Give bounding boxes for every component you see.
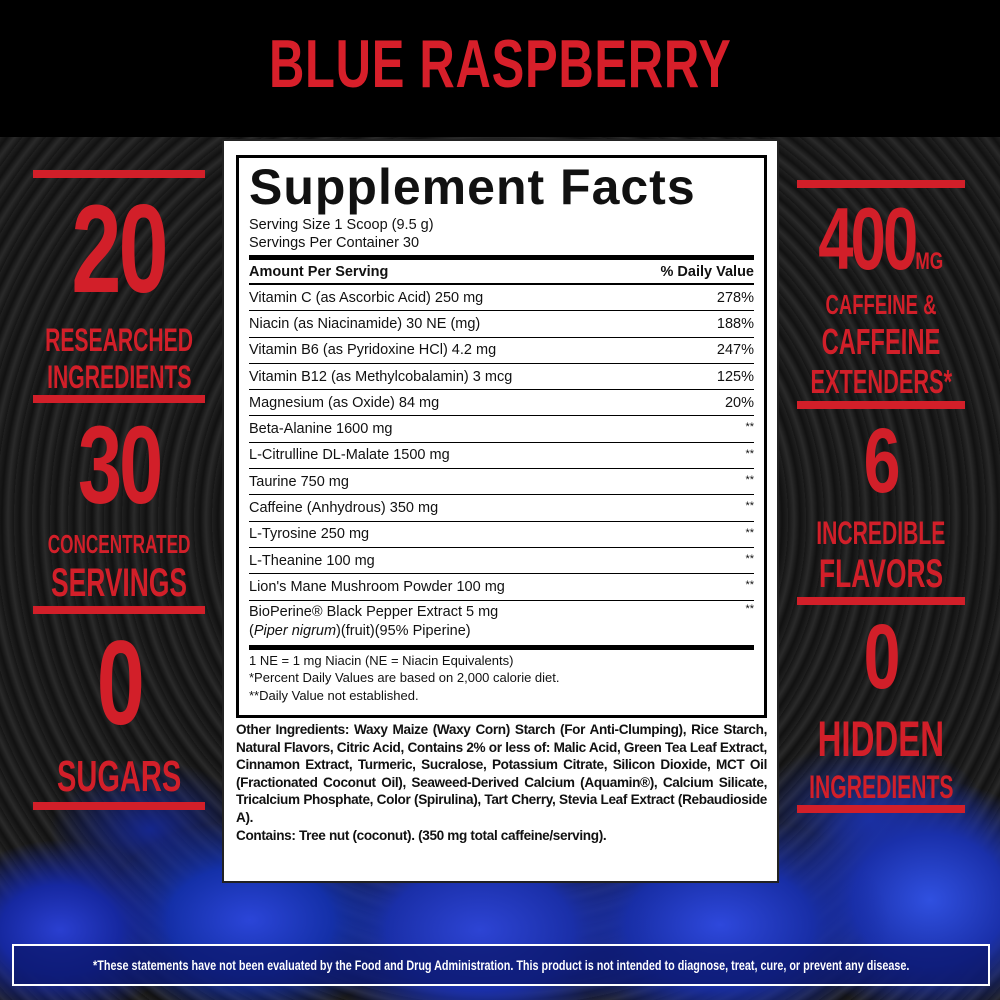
footnote: **Daily Value not established. (249, 687, 419, 703)
facts-row: Niacin (as Niacinamide) 30 NE (mg) 188% (249, 311, 754, 338)
facts-row: Beta-Alanine 1600 mg ** (249, 416, 754, 443)
other-ingredients-text: Other Ingredients: Waxy Maize (Waxy Corn… (236, 722, 767, 825)
daily-value: ** (745, 474, 754, 487)
stat-number: 30 (77, 404, 163, 528)
supplement-label: Supplement Facts Serving Size 1 Scoop (9… (222, 139, 779, 883)
daily-value: 188% (716, 315, 754, 332)
footnote: *Percent Daily Values are based on 2,000… (249, 670, 560, 686)
latin-name: Piper nigrum (253, 622, 337, 639)
stat-label: INGREDIENTS (46, 358, 192, 395)
amount-header: Amount Per Serving (249, 263, 389, 280)
stat-number: 0 (96, 615, 144, 750)
ingredient-name: L-Theanine 100 mg (249, 552, 375, 569)
ingredient-name: Lion's Mane Mushroom Powder 100 mg (249, 578, 505, 595)
ingredient-name: BioPerine® Black Pepper Extract 5 mg (249, 603, 499, 620)
ingredient-name: L-Tyrosine 250 mg (249, 526, 370, 543)
stat-number: 400MG (818, 189, 944, 288)
divider-bar (33, 802, 205, 811)
divider-bar (33, 395, 205, 404)
facts-row: L-Theanine 100 mg ** (249, 548, 754, 575)
fda-disclaimer-text: *These statements have not been evaluate… (92, 957, 910, 973)
ingredient-name: Magnesium (as Oxide) 84 mg (249, 394, 440, 411)
stat-label: FLAVORS (818, 552, 944, 597)
facts-row: L-Citrulline DL-Malate 1500 mg ** (249, 443, 754, 470)
facts-row: L-Tyrosine 250 mg ** (249, 522, 754, 548)
daily-value: ** (745, 526, 754, 539)
divider-bar (33, 605, 205, 614)
stat-label: INCREDIBLE (816, 514, 946, 551)
divider-bar (797, 597, 965, 606)
daily-value: ** (745, 500, 754, 513)
ingredient-detail: (Piper nigrum)(fruit)(95% Piperine) (249, 622, 471, 639)
ingredient-name: Beta-Alanine 1600 mg (249, 421, 393, 438)
stat-label: SUGARS (56, 751, 182, 801)
facts-title: Supplement Facts (249, 159, 696, 215)
footnote: 1 NE = 1 mg Niacin (NE = Niacin Equivale… (249, 652, 514, 668)
divider-bar (797, 805, 965, 814)
stat-label: CONCENTRATED (47, 528, 191, 559)
stat-label: RESEARCHED (45, 321, 193, 358)
stat-label: EXTENDERS* (810, 362, 952, 400)
ingredient-name: Vitamin B12 (as Methylcobalamin) 3 mcg (249, 368, 513, 385)
stat-number: 0 (864, 606, 901, 709)
facts-row: Taurine 750 mg ** (249, 469, 754, 496)
stat-number: 6 (864, 409, 901, 512)
daily-value: ** (745, 447, 754, 460)
daily-value: ** (745, 602, 754, 615)
ingredient-name: Caffeine (Anhydrous) 350 mg (249, 500, 439, 517)
stat-label: CAFFEINE & (825, 289, 937, 321)
facts-row: Caffeine (Anhydrous) 350 mg ** (249, 495, 754, 522)
stat-label: INGREDIENTS (808, 768, 954, 805)
top-banner (0, 0, 1000, 137)
fda-disclaimer: *These statements have not been evaluate… (12, 944, 990, 986)
divider-bar (797, 400, 965, 409)
ingredient-detail-text: (fruit)(95% Piperine) (340, 622, 471, 639)
ingredient-name: Taurine 750 mg (249, 473, 349, 490)
flavor-heading-text: BLUE RASPBERRY (268, 26, 732, 102)
facts-row: Magnesium (as Oxide) 84 mg 20% (249, 390, 754, 417)
facts-header-row: Amount Per Serving % Daily Value (249, 260, 754, 285)
serving-size: Serving Size 1 Scoop (9.5 g) (249, 217, 434, 233)
allergen-statement: Contains: Tree nut (coconut). (350 mg to… (236, 827, 607, 843)
flavor-heading: BLUE RASPBERRY (0, 30, 1000, 98)
daily-value: 247% (716, 342, 754, 359)
facts-row-bioperine: BioPerine® Black Pepper Extract 5 mg (Pi… (249, 601, 754, 643)
footnotes: 1 NE = 1 mg Niacin (NE = Niacin Equivale… (249, 652, 754, 705)
daily-value: 125% (716, 368, 754, 385)
divider-bar (797, 180, 965, 188)
stat-number: 20 (71, 180, 169, 319)
daily-value: ** (745, 552, 754, 565)
facts-row: Vitamin C (as Ascorbic Acid) 250 mg 278% (249, 285, 754, 312)
facts-row: Vitamin B6 (as Pyridoxine HCl) 4.2 mg 247… (249, 338, 754, 364)
ingredient-name: L-Citrulline DL-Malate 1500 mg (249, 447, 450, 464)
ingredient-name: Niacin (as Niacinamide) 30 NE (mg) (249, 315, 481, 332)
stat-label: SERVINGS (51, 560, 187, 605)
supplement-facts-panel: Supplement Facts Serving Size 1 Scoop (9… (236, 155, 767, 718)
thick-rule (249, 255, 754, 260)
daily-value: ** (745, 421, 754, 434)
daily-value-header: % Daily Value (660, 263, 755, 280)
stat-unit: MG (915, 248, 944, 275)
servings-per-container: Servings Per Container 30 (249, 235, 420, 251)
facts-row: Lion's Mane Mushroom Powder 100 mg ** (249, 574, 754, 601)
other-ingredients: Other Ingredients: Waxy Maize (Waxy Corn… (236, 721, 767, 844)
ingredient-name: Vitamin B6 (as Pyridoxine HCl) 4.2 mg (249, 342, 497, 359)
divider-bar (33, 170, 205, 178)
daily-value: ** (745, 579, 754, 592)
facts-row: Vitamin B12 (as Methylcobalamin) 3 mcg 12… (249, 364, 754, 391)
stat-label: CAFFEINE (821, 321, 941, 363)
thick-rule (249, 644, 754, 650)
stat-label: HIDDEN (817, 711, 945, 768)
left-stats: 20 RESEARCHED INGREDIENTS 30 CONCENTRATE… (33, 170, 205, 811)
daily-value: 278% (716, 289, 754, 306)
right-stats: 400MG CAFFEINE & CAFFEINE EXTENDERS* 6 I… (797, 180, 965, 814)
ingredient-name: Vitamin C (as Ascorbic Acid) 250 mg (249, 289, 484, 306)
daily-value: 20% (724, 394, 754, 411)
